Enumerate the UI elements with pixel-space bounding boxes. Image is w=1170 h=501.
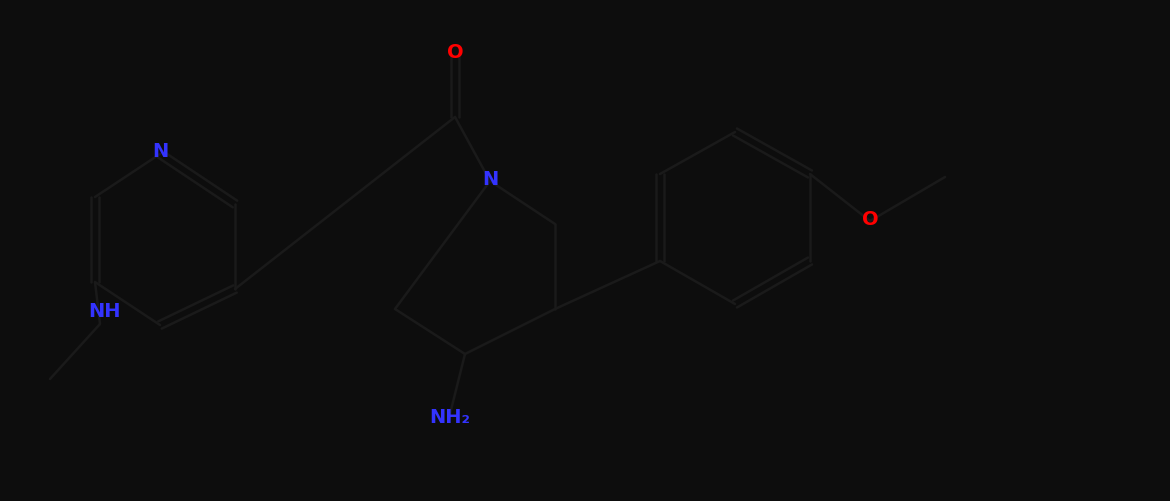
- Text: O: O: [447, 43, 463, 62]
- Text: NH₂: NH₂: [429, 408, 470, 427]
- Text: NH: NH: [89, 302, 122, 321]
- Text: N: N: [482, 170, 498, 189]
- Text: O: O: [861, 210, 879, 229]
- Text: N: N: [152, 142, 168, 161]
